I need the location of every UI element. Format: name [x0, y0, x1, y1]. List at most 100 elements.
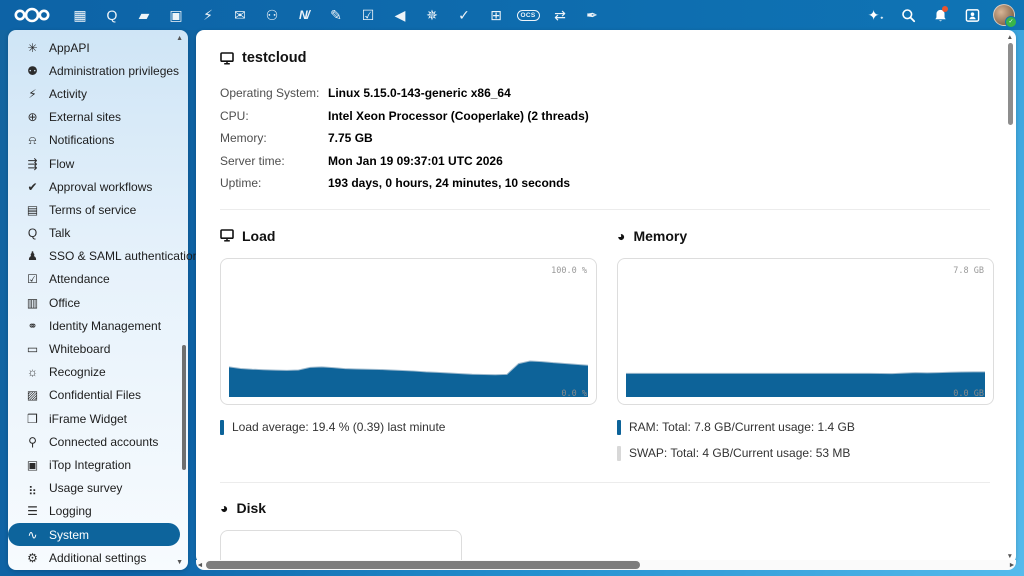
sidebar-item-iframe-widget[interactable]: ❒ iFrame Widget [8, 407, 180, 430]
sidebar-item-label: Whiteboard [49, 342, 111, 357]
memory-chart: 7.8 GB 0.0 GB [617, 257, 994, 405]
app-talk-icon[interactable]: Q [96, 0, 128, 30]
monitor-icon [220, 229, 234, 242]
user-avatar[interactable]: ✓ [988, 0, 1020, 30]
sidebar-item-office[interactable]: ▥ Office [8, 291, 180, 314]
app-mail-icon[interactable]: ✉ [224, 0, 256, 30]
app-tables-icon[interactable]: ⊞ [480, 0, 512, 30]
info-row-cpu: CPU: Intel Xeon Processor (Cooperlake) (2… [220, 105, 990, 128]
app-notes-icon[interactable]: ✎ [320, 0, 352, 30]
contacts-glyph: ⚇ [265, 6, 279, 23]
notifications-bell-icon[interactable] [924, 0, 956, 30]
sidebar-item-label: System [49, 527, 90, 542]
sidebar-item-system[interactable]: ∿ System [8, 522, 180, 547]
file-lock-icon: ▨ [26, 388, 39, 403]
content-scrollbar[interactable] [1008, 43, 1013, 125]
sidebar-item-talk[interactable]: Q Talk [8, 222, 180, 245]
load-section-title: Load [220, 228, 597, 244]
sidebar-scroll-down-icon[interactable]: ▼ [176, 559, 183, 566]
search-icon[interactable] [892, 0, 924, 30]
app-activity-icon[interactable]: ⚡ [192, 0, 224, 30]
app-announcements-icon[interactable]: ◀ [384, 0, 416, 30]
app-files-icon[interactable]: ▰ [128, 0, 160, 30]
app-signature-icon[interactable]: ✒ [576, 0, 608, 30]
legend-swatch [617, 445, 621, 461]
sidebar-item-identity-management[interactable]: ⚭ Identity Management [8, 314, 180, 337]
content-scroll-down-icon[interactable]: ▼ [1006, 553, 1013, 560]
assistant-icon[interactable]: ✦˖ [867, 6, 885, 23]
avatar: ✓ [993, 4, 1017, 28]
sidebar-item-connected-accounts[interactable]: ⚲ Connected accounts [8, 430, 180, 453]
app-analytics-icon[interactable]: N/ [288, 0, 320, 30]
sidebar-item-label: External sites [49, 110, 122, 125]
sidebar-item-notifications[interactable]: ⍾ Notifications [8, 129, 180, 152]
app-dashboard-icon[interactable]: ▦ [64, 0, 96, 30]
sidebar-item-approval-workflows[interactable]: ✔ Approval workflows [8, 175, 180, 198]
memory-legend: RAM: Total: 7.8 GB/Current usage: 1.4 GB… [617, 419, 994, 461]
load-title: Load [242, 227, 276, 244]
divider [220, 208, 990, 210]
sidebar-item-sso-saml-authentication[interactable]: ♟ SSO & SAML authentication [8, 245, 199, 268]
memory-title: Memory [633, 227, 688, 244]
horizontal-scroll-thumb[interactable] [206, 561, 641, 569]
sidebar-item-activity[interactable]: ⚡ Activity [8, 82, 180, 105]
system-info-table: Operating System: Linux 5.15.0-143-generi… [220, 82, 990, 195]
content-scroll-up-icon[interactable]: ▲ [1006, 34, 1013, 41]
check-icon: ✔ [27, 179, 38, 194]
sidebar-item-itop-integration[interactable]: ▣ iTop Integration [8, 453, 180, 476]
sidebar-item-external-sites[interactable]: ⊕ External sites [8, 106, 180, 129]
legend-swatch [617, 419, 621, 435]
horizontal-scroll-track[interactable] [204, 561, 1008, 569]
sidebar-scrollbar[interactable] [182, 345, 186, 470]
sidebar-item-administration-privileges[interactable]: ⚉ Administration privileges [8, 59, 180, 82]
sidebar-item-additional-settings[interactable]: ⚙ Additional settings [8, 546, 180, 569]
horizontal-scrollbar: ◄ ► [196, 560, 1016, 570]
nextcloud-logo-icon [14, 7, 50, 23]
sidebar-item-flow[interactable]: ⇶ Flow [8, 152, 180, 175]
app-workflow-icon[interactable]: ⇄ [544, 0, 576, 30]
globe-icon: ⊕ [27, 110, 38, 125]
nextcloud-logo[interactable] [0, 6, 64, 24]
user-icon: ♟ [27, 249, 38, 264]
load-min-label: 0.0 % [561, 388, 587, 399]
dashboard-glyph: ▦ [73, 6, 87, 23]
contacts-menu-icon[interactable] [956, 0, 988, 30]
sidebar-item-whiteboard[interactable]: ▭ Whiteboard [8, 337, 180, 360]
app-approval-icon[interactable]: ✓ [448, 0, 480, 30]
sidebar-item-label: Flow [49, 156, 75, 171]
sidebar-item-terms-of-service[interactable]: ▤ Terms of service [8, 198, 180, 221]
load-chart: 100.0 % 0.0 % [220, 257, 597, 405]
sidebar-item-label: Recognize [49, 365, 106, 380]
legend-label: RAM: Total: 7.8 GB/Current usage: 1.4 GB [629, 420, 855, 434]
load-legend: Load average: 19.4 % (0.39) last minute [220, 419, 597, 435]
scroll-left-icon[interactable]: ◄ [196, 561, 204, 569]
scroll-right-icon[interactable]: ► [1008, 561, 1016, 569]
document-icon: ▤ [26, 202, 39, 217]
sidebar-item-label: Logging [49, 504, 92, 519]
app-photos-icon[interactable]: ▣ [160, 0, 192, 30]
legend-label: Load average: 19.4 % (0.39) last minute [232, 420, 446, 434]
sidebar-item-appapi[interactable]: ✳ AppAPI [8, 36, 180, 59]
sidebar-item-attendance[interactable]: ☑ Attendance [8, 268, 180, 291]
divider [220, 481, 990, 483]
sidebar-scroll-up-icon[interactable]: ▲ [176, 35, 183, 42]
app-tasks-icon[interactable]: ☑ [352, 0, 384, 30]
settings-sidebar: ▲ ✳ AppAPI ⚉ Administration privileges ⚡ Acti… [8, 30, 199, 570]
sidebar-item-label: Approval workflows [49, 179, 153, 194]
app-ocs-icon[interactable]: OCS [512, 0, 544, 30]
sidebar-item-logging[interactable]: ☰ Logging [8, 500, 180, 523]
info-label: Server time: [220, 153, 285, 168]
sidebar-list: ✳ AppAPI ⚉ Administration privileges ⚡ Activi… [8, 36, 199, 569]
app-recommendations-icon[interactable]: ✵ [416, 0, 448, 30]
whiteboard-icon: ▭ [26, 342, 39, 357]
sidebar-item-label: iFrame Widget [49, 411, 128, 426]
sidebar-item-recognize[interactable]: ☼ Recognize [8, 361, 180, 384]
app-contacts-icon[interactable]: ⚇ [256, 0, 288, 30]
info-row-server-time: Server time: Mon Jan 19 09:37:01 UTC 2026 [220, 150, 990, 173]
sidebar-item-confidential-files[interactable]: ▨ Confidential Files [8, 384, 180, 407]
info-row-memory: Memory: 7.75 GB [220, 127, 990, 150]
legend-item: SWAP: Total: 4 GB/Current usage: 53 MB [617, 445, 994, 461]
plug-icon: ⚲ [28, 434, 37, 449]
monitor-icon [220, 51, 234, 65]
sidebar-item-usage-survey[interactable]: ⣦ Usage survey [8, 477, 180, 500]
